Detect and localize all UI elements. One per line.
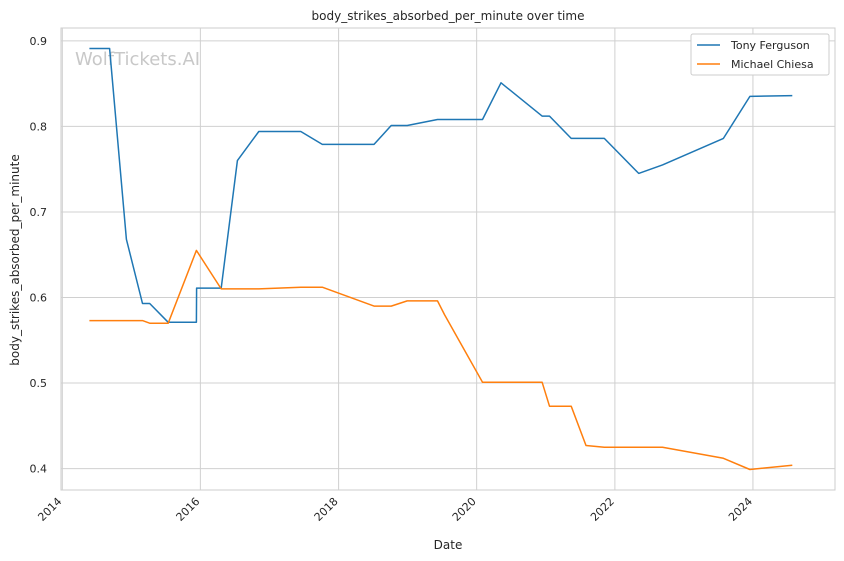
x-axis-title: Date — [434, 538, 463, 552]
x-tick-label: 2014 — [35, 495, 64, 524]
x-tick-label: 2022 — [588, 495, 617, 524]
grid — [61, 28, 835, 490]
legend-label-tony-ferguson: Tony Ferguson — [730, 39, 810, 52]
series-line-tony-ferguson — [89, 47, 793, 324]
x-tick-label: 2018 — [312, 495, 341, 524]
x-tick-label: 2016 — [173, 495, 202, 524]
legend-label-michael-chiesa: Michael Chiesa — [731, 58, 814, 71]
y-tick-label: 0.8 — [30, 120, 48, 133]
series-line-michael-chiesa — [89, 249, 793, 471]
y-tick-label: 0.7 — [30, 206, 48, 219]
y-tick-label: 0.4 — [30, 463, 48, 476]
series-lines — [89, 47, 793, 471]
y-tick-label: 0.5 — [30, 377, 48, 390]
y-tick-label: 0.9 — [30, 35, 48, 48]
x-tick-label: 2024 — [726, 495, 755, 524]
watermark: WolfTickets.AI — [75, 49, 200, 70]
chart-title: body_strikes_absorbed_per_minute over ti… — [312, 9, 585, 23]
plot-area — [60, 27, 836, 491]
legend-box — [690, 33, 830, 76]
y-axis-title: body_strikes_absorbed_per_minute — [8, 154, 22, 365]
x-tick-label: 2020 — [450, 495, 479, 524]
y-tick-label: 0.6 — [30, 292, 48, 305]
legend: Tony Ferguson Michael Chiesa — [690, 33, 830, 76]
